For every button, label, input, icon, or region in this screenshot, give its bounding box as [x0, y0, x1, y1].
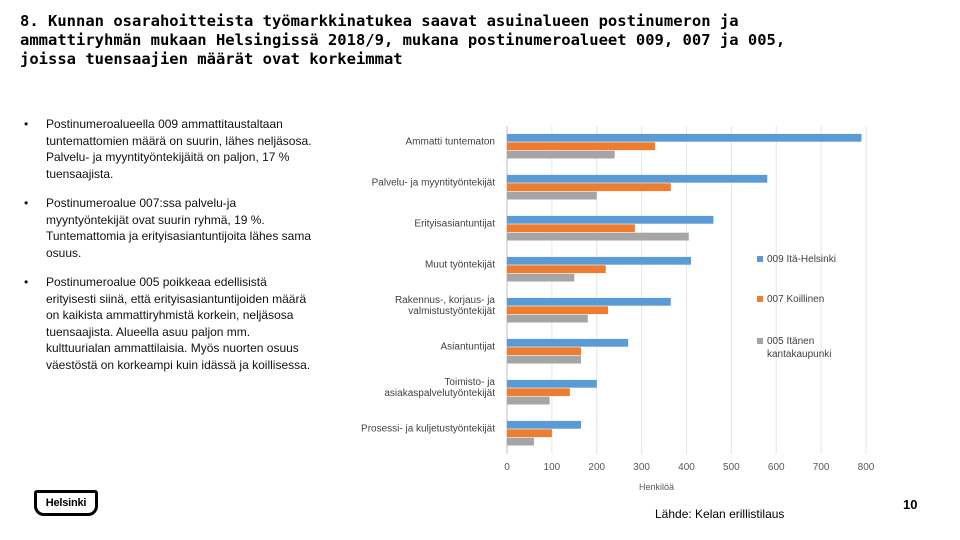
bullet-text: Postinumeroalue 005 poikkeaa edellisistä… [46, 275, 311, 372]
bar [507, 150, 615, 159]
bar [507, 429, 552, 438]
bar [507, 273, 575, 282]
bullet-marker: • [24, 275, 29, 289]
bullet-marker: • [24, 196, 29, 210]
x-tick-label: 600 [768, 462, 785, 473]
bullet-list: • Postinumeroalueella 009 ammattitaustalt… [24, 116, 314, 386]
bar [507, 215, 714, 224]
bar [507, 133, 862, 142]
bar [507, 420, 582, 429]
x-tick-label: 800 [858, 462, 875, 473]
source-note: Lähde: Kelan erillistilaus [655, 507, 785, 521]
bar [507, 314, 588, 323]
legend-swatch [757, 338, 763, 344]
legend-label: 009 Itä-Helsinki [767, 254, 836, 265]
legend-label: 007 Koillinen [767, 294, 824, 305]
bullet-item: • Postinumeroalue 005 poikkeaa edellisist… [24, 274, 314, 373]
bar [507, 379, 597, 388]
legend-label: 005 Itänen kantakaupunki [767, 336, 832, 360]
bar [507, 388, 570, 397]
bullet-item: • Postinumeroalueella 009 ammattitaustalt… [24, 116, 314, 182]
bar [507, 437, 534, 446]
bar [507, 232, 689, 241]
category-label: Asiantuntijat [441, 342, 496, 353]
bar [507, 265, 606, 274]
legend-swatch [757, 296, 763, 302]
bar [507, 174, 768, 183]
helsinki-logo: Helsinki [34, 490, 98, 516]
bar [507, 338, 629, 347]
category-label: Ammatti tuntematon [406, 137, 495, 148]
category-label: Palvelu- ja myyntityöntekijät [372, 178, 496, 189]
x-tick-label: 300 [633, 462, 650, 473]
bar [507, 142, 656, 151]
bar [507, 256, 691, 265]
x-tick-label: 500 [723, 462, 740, 473]
bullet-item: • Postinumeroalue 007:ssa palvelu-ja myyn… [24, 195, 314, 261]
category-label: Muut työntekijät [425, 260, 495, 271]
bullet-text: Postinumeroalueella 009 ammattitaustalta… [46, 117, 312, 181]
x-tick-label: 100 [544, 462, 561, 473]
bar [507, 191, 597, 200]
legend-swatch [757, 256, 763, 262]
x-tick-label: 400 [678, 462, 695, 473]
x-axis-title: Henkilöä [639, 482, 674, 492]
bar [507, 224, 635, 233]
bar [507, 183, 671, 192]
bullet-text: Postinumeroalue 007:ssa palvelu-ja myynt… [46, 196, 312, 260]
x-tick-label: 700 [813, 462, 830, 473]
x-tick-label: 0 [504, 462, 510, 473]
bar [507, 355, 582, 364]
bullet-marker: • [24, 117, 29, 131]
bar [507, 347, 582, 356]
slide-title: 8. Kunnan osarahoitteista työmarkkinatuk… [20, 12, 786, 68]
bar [507, 396, 550, 405]
category-label: Rakennus-, korjaus- ja valmistustyöntekij… [395, 295, 495, 317]
page-number: 10 [903, 497, 918, 512]
category-label: Toimisto- ja asiakaspalvelutyöntekijät [384, 377, 495, 399]
bar [507, 297, 671, 306]
bar [507, 306, 608, 315]
category-label: Erityisasiantuntijat [414, 219, 495, 230]
x-tick-label: 200 [588, 462, 605, 473]
category-label: Prosessi- ja kuljetustyöntekijät [361, 424, 495, 435]
bar-chart: Ammatti tuntematon Palvelu- ja myyntityön… [361, 126, 875, 492]
